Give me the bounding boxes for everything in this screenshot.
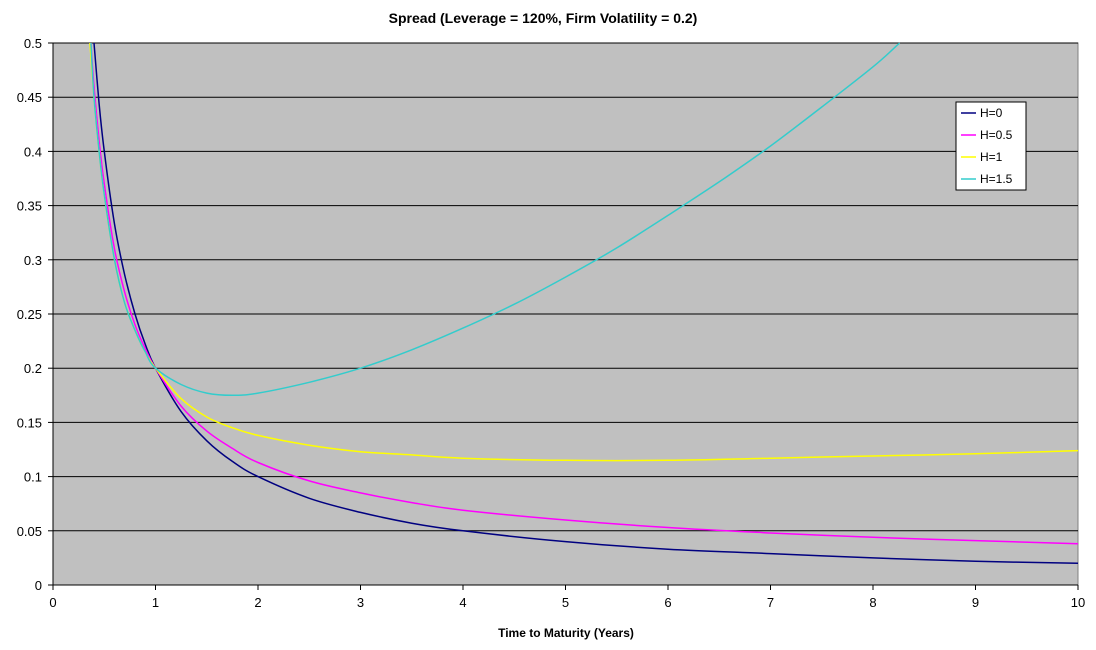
y-tick-label-0: 0 xyxy=(35,578,42,593)
series-line-3 xyxy=(90,42,901,397)
y-tick-label-10: 0.5 xyxy=(24,36,42,51)
series-line-0 xyxy=(93,42,1079,565)
x-tick-label-4: 4 xyxy=(459,595,466,610)
x-tick-label-0: 0 xyxy=(49,595,56,610)
legend-label-2: H=1 xyxy=(980,150,1003,164)
y-tick-label-6: 0.3 xyxy=(24,253,42,268)
y-tick-label-1: 0.05 xyxy=(17,524,42,539)
y-tick-label-9: 0.45 xyxy=(17,90,42,105)
x-tick-label-8: 8 xyxy=(869,595,876,610)
x-tick-label-7: 7 xyxy=(767,595,774,610)
x-tick-label-1: 1 xyxy=(152,595,159,610)
legend: H=0 H=0.5 H=1 H=1.5 xyxy=(955,101,1027,191)
axes xyxy=(48,42,1079,590)
y-tick-label-4: 0.2 xyxy=(24,361,42,376)
y-tick-label-7: 0.35 xyxy=(17,199,42,214)
legend-label-3: H=1.5 xyxy=(980,172,1013,186)
x-tick-label-10: 10 xyxy=(1071,595,1085,610)
x-tick-label-6: 6 xyxy=(664,595,671,610)
y-tick-label-3: 0.15 xyxy=(17,415,42,430)
y-tick-label-2: 0.1 xyxy=(24,470,42,485)
legend-label-1: H=0.5 xyxy=(980,128,1013,142)
x-tick-label-9: 9 xyxy=(972,595,979,610)
x-tick-label-2: 2 xyxy=(254,595,261,610)
series-line-1 xyxy=(90,42,1079,545)
x-tick-label-5: 5 xyxy=(562,595,569,610)
tick-labels: 0 1 2 3 4 5 6 7 8 9 10 0 0.05 0.1 0.15 0.2 0.25 0.3 0.35 0.… xyxy=(17,36,1086,610)
x-tick-label-3: 3 xyxy=(357,595,364,610)
legend-label-0: H=0 xyxy=(980,106,1003,120)
y-tick-label-8: 0.4 xyxy=(24,144,42,159)
x-axis-title: Time to Maturity (Years) xyxy=(498,626,634,640)
y-tick-label-5: 0.25 xyxy=(17,307,42,322)
legend-box xyxy=(955,101,1027,191)
series-lines xyxy=(89,42,1079,565)
chart-title: Spread (Leverage = 120%, Firm Volatility… xyxy=(389,10,698,26)
